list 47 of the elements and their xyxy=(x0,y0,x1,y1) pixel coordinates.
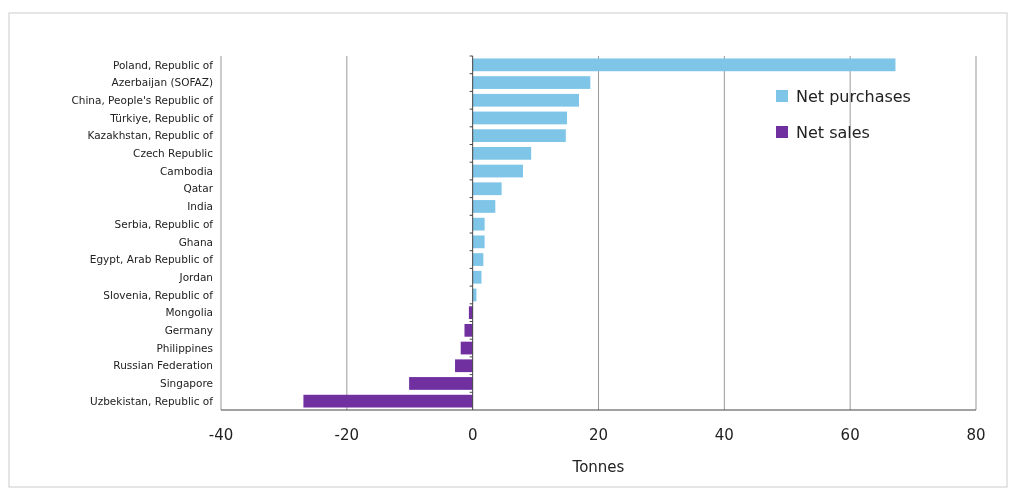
y-tick-label: Uzbekistan, Republic of xyxy=(89,394,214,407)
y-tick-label: Türkiye, Republic of xyxy=(109,111,214,124)
y-tick-label: Kazakhstan, Republic of xyxy=(87,129,214,142)
x-tick-label: -40 xyxy=(208,426,234,444)
bar xyxy=(472,58,896,72)
y-tick-label: Czech Republic xyxy=(133,147,214,160)
bar xyxy=(472,200,496,213)
y-tick-label: Egypt, Arab Republic of xyxy=(89,253,214,266)
y-tick-label: Slovenia, Republic of xyxy=(103,288,214,301)
bar xyxy=(472,217,485,231)
y-tick-label: India xyxy=(187,200,213,213)
y-tick-label: Cambodia xyxy=(159,164,213,177)
bar xyxy=(455,359,473,373)
legend-label: Net sales xyxy=(796,122,870,142)
y-tick-label: Jordan xyxy=(178,270,213,283)
x-tick-label: -20 xyxy=(334,426,360,444)
bar xyxy=(472,76,591,89)
bar xyxy=(472,253,484,266)
bar xyxy=(472,111,568,125)
bar xyxy=(472,146,532,160)
y-tick-label: Russian Federation xyxy=(113,359,213,372)
x-tick-label: 20 xyxy=(588,426,609,444)
bar xyxy=(472,129,566,143)
y-tick-label: Germany xyxy=(164,324,213,337)
x-tick-label: 80 xyxy=(966,426,986,444)
y-tick-label: Azerbaijan (SOFAZ) xyxy=(111,76,213,89)
bar xyxy=(472,164,523,178)
bar xyxy=(464,323,473,337)
x-tick-label: 0 xyxy=(467,426,478,444)
y-tick-label: Mongolia xyxy=(165,306,213,319)
bar xyxy=(303,394,473,408)
bar xyxy=(472,270,482,284)
x-axis-title: Tonnes xyxy=(571,458,625,476)
bar xyxy=(472,93,579,107)
bar xyxy=(472,235,485,249)
bar xyxy=(409,377,473,390)
y-tick-label: Ghana xyxy=(178,235,213,248)
legend-label: Net purchases xyxy=(796,86,911,106)
y-tick-label: Serbia, Republic of xyxy=(114,217,214,230)
y-tick-label: Singapore xyxy=(160,377,213,390)
x-tick-label: 40 xyxy=(714,426,734,444)
x-tick-label: 60 xyxy=(840,426,860,444)
y-tick-label: Philippines xyxy=(156,341,213,354)
y-tick-label: China, People's Republic of xyxy=(71,93,214,106)
y-tick-label: Poland, Republic of xyxy=(112,58,214,71)
y-tick-label: Qatar xyxy=(183,182,214,195)
bar xyxy=(472,182,502,196)
